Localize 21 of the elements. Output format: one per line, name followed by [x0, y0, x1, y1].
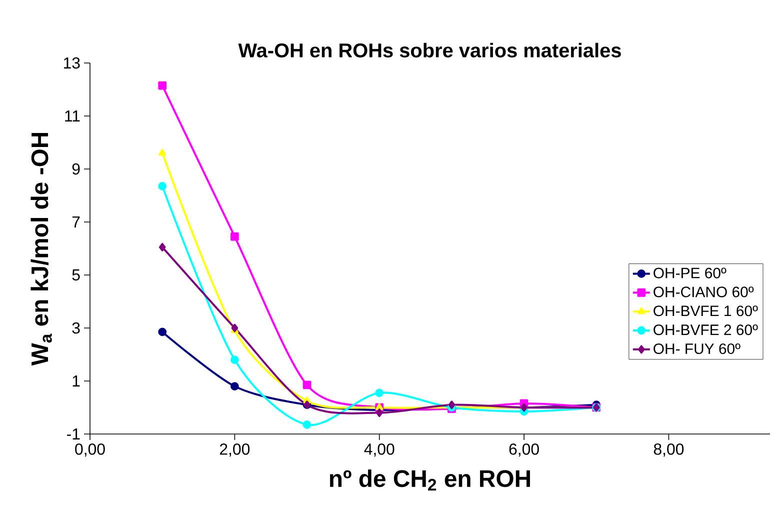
legend-label: OH-PE 60º	[654, 268, 726, 278]
legend-label: OH-BVFE 2 60º	[654, 324, 758, 336]
y-tick-label: 9	[72, 163, 80, 175]
y-tick-label: -1	[67, 428, 80, 440]
legend-label: OH- FUY 60º	[654, 343, 740, 354]
x-tick-label: 8,00	[654, 444, 684, 457]
x-axis-title: nº de CH$_{2}$ en ROH	[330, 470, 530, 491]
legend-label: OH-CIANO 60º	[654, 286, 754, 298]
y-tick-label: 11	[65, 110, 80, 122]
y-axis-title: W$_{a}$ en kJ/mol de -OH	[30, 132, 52, 366]
y-tick-label: 5	[72, 269, 80, 281]
x-tick-label: 0,00	[75, 444, 105, 457]
chart-title: Wa-OH en ROHs sobre varios materiales	[238, 42, 621, 58]
y-tick-label: 3	[72, 322, 80, 334]
y-tick-label: 1	[72, 376, 80, 386]
y-tick-label: 13	[64, 57, 80, 69]
x-tick-label: 2,00	[220, 444, 250, 457]
y-tick-label: 7	[72, 216, 80, 228]
legend-label: OH-BVFE 1 60º	[654, 306, 758, 316]
x-tick-label: 4,00	[364, 444, 394, 457]
x-tick-label: 6,00	[509, 444, 539, 457]
